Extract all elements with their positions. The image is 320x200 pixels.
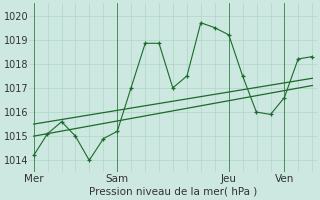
X-axis label: Pression niveau de la mer( hPa ): Pression niveau de la mer( hPa ) (89, 187, 257, 197)
